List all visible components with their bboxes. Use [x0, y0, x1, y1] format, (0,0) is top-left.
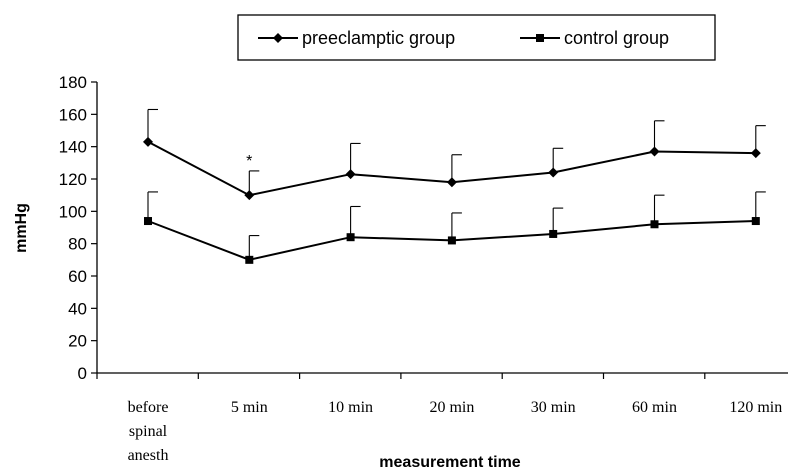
x-tick-label: before spinal anesth [128, 399, 169, 464]
x-tick-label: 10 min [328, 399, 373, 416]
y-tick-label: 180 [59, 73, 87, 92]
data-point-diamond [649, 146, 660, 157]
y-tick-label: 160 [59, 105, 87, 124]
legend-box [237, 14, 716, 61]
y-tick-label: 40 [68, 299, 87, 318]
y-tick-label: 60 [68, 267, 87, 286]
legend-label-control: control group [564, 28, 669, 48]
series-layer: * [143, 108, 766, 264]
data-point-square [549, 229, 558, 238]
data-point-square [650, 220, 659, 229]
data-point-diamond [345, 169, 356, 180]
y-axis: 0 20 40 60 80 100 120 140 160 180 [59, 73, 98, 383]
series-control [144, 191, 766, 264]
x-axis-title: measurement time [379, 454, 520, 471]
x-tick-label: 60 min [632, 399, 677, 416]
y-tick-label: 140 [59, 138, 87, 157]
x-tick-label: 30 min [531, 399, 576, 416]
data-point-square [447, 236, 456, 245]
data-point-square [245, 255, 254, 264]
data-point-square [144, 217, 152, 226]
data-point-diamond [143, 136, 153, 147]
data-point-diamond [244, 190, 255, 201]
x-axis: before spinal anesth 5 min 10 min 20 min 30 mi… [96, 372, 788, 464]
legend: preeclamptic group control group [237, 14, 716, 61]
y-tick-label: 100 [59, 202, 87, 221]
legend-marker-square [536, 34, 544, 42]
y-tick-label: 120 [59, 170, 87, 189]
y-tick-label: 0 [78, 364, 87, 383]
legend-label-preeclamptic: preeclamptic group [302, 28, 455, 48]
data-point-square [751, 217, 760, 226]
y-axis-title: mmHg [13, 203, 30, 253]
x-tick-label: 120 min [729, 399, 782, 416]
data-point-square [346, 233, 355, 242]
data-point-diamond [446, 177, 457, 188]
legend-marker-diamond [273, 33, 283, 43]
series-preeclamptic [143, 108, 766, 201]
x-tick-label: 20 min [429, 399, 474, 416]
y-tick-label: 20 [68, 332, 87, 351]
y-tick-label: 80 [68, 235, 87, 254]
data-point-diamond [548, 167, 559, 178]
data-point-diamond [750, 148, 761, 159]
x-tick-label: 5 min [231, 399, 268, 416]
significance-asterisk: * [246, 153, 252, 170]
